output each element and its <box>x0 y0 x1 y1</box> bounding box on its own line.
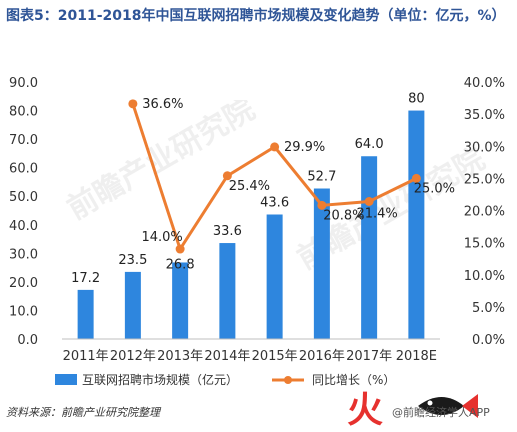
growth-point <box>270 142 280 152</box>
left-axis-tick-label: 80.0 <box>9 105 38 120</box>
bar <box>408 110 425 339</box>
huo-logo: 火 <box>347 390 383 426</box>
left-axis-tick-label: 10.0 <box>9 304 38 319</box>
category-label: 2018E <box>396 349 437 364</box>
bar <box>266 214 283 339</box>
right-axis-ticks: 0.0% 5.0% 10.0% 15.0% 20.0% 25.0% 30.0% 35.0% 40… <box>464 76 505 348</box>
right-axis-tick-label: 40.0% <box>464 76 505 91</box>
bar-value-label: 33.6 <box>213 224 242 239</box>
bar <box>124 271 141 339</box>
right-axis-tick-label: 30.0% <box>464 140 505 155</box>
bar-value-label: 80 <box>408 92 425 107</box>
growth-value-label: 25.0% <box>414 181 455 196</box>
growth-value-labels: 36.6% 14.0% 25.4% 29.9% 20.8%21.4% 25.0% <box>141 97 455 245</box>
growth-point <box>411 173 421 183</box>
left-axis-tick-label: 50.0 <box>9 190 38 205</box>
growth-point <box>222 171 232 181</box>
growth-point <box>175 244 185 254</box>
legend-bar-swatch <box>55 374 77 385</box>
legend-bar-label: 互联网招聘市场规模（亿元） <box>82 372 238 387</box>
bar-value-label: 17.2 <box>71 271 100 286</box>
legend-line-marker <box>284 376 292 384</box>
left-axis-tick-label: 0.0 <box>17 333 38 348</box>
growth-point <box>128 99 138 109</box>
growth-value-label: 20.8% <box>323 208 364 223</box>
left-axis-tick-label: 70.0 <box>9 133 38 148</box>
growth-value-label: 21.4% <box>356 207 397 222</box>
growth-value-label: 14.0% <box>141 230 182 245</box>
bar <box>361 156 378 339</box>
right-axis-tick-label: 0.0% <box>472 333 505 348</box>
legend: 互联网招聘市场规模（亿元） 同比增长（%） <box>55 372 395 387</box>
category-label: 2012年 <box>110 349 156 364</box>
right-axis-tick-label: 25.0% <box>464 172 505 187</box>
huo-logo-glyph: 火 <box>347 390 383 426</box>
growth-point <box>317 200 327 210</box>
category-label: 2016年 <box>299 349 345 364</box>
chart-title: 图表5：2011-2018年中国互联网招聘市场规模及变化趋势（单位：亿元，%） <box>6 8 506 24</box>
category-label: 2013年 <box>157 349 203 364</box>
bar <box>313 188 330 339</box>
bar <box>172 262 189 339</box>
left-axis-tick-label: 40.0 <box>9 219 38 234</box>
left-axis-ticks: 0.0 10.0 20.0 30.0 40.0 50.0 60.0 70.0 80.0 90.0 <box>9 76 38 348</box>
right-axis-tick-label: 20.0% <box>464 205 505 220</box>
bar-value-label: 43.6 <box>260 195 289 210</box>
growth-point <box>364 197 374 207</box>
fish-logo <box>418 394 478 418</box>
right-axis-tick-label: 35.0% <box>464 108 505 123</box>
growth-line-series <box>128 99 421 254</box>
category-label: 2015年 <box>252 349 298 364</box>
legend-line-label: 同比增长（%） <box>312 373 395 387</box>
left-axis-tick-label: 20.0 <box>9 276 38 291</box>
bar-value-label: 64.0 <box>355 137 384 152</box>
bar-value-label: 23.5 <box>118 253 147 268</box>
bar-value-label: 26.8 <box>166 257 195 272</box>
bar-value-labels: 17.2 23.5 26.8 33.6 43.6 52.7 64.0 80 <box>71 92 425 286</box>
growth-value-label: 25.4% <box>229 179 270 194</box>
left-axis-tick-label: 60.0 <box>9 162 38 177</box>
left-axis-tick-label: 90.0 <box>9 76 38 91</box>
category-label: 2017年 <box>346 349 392 364</box>
category-axis: 2011年 2012年 2013年 2014年 2015年 2016年 2017年 2018E <box>62 338 440 364</box>
right-axis-tick-label: 10.0% <box>464 269 505 284</box>
bar-value-label: 52.7 <box>307 170 336 185</box>
category-label: 2011年 <box>63 349 109 364</box>
left-axis-tick-label: 30.0 <box>9 247 38 262</box>
growth-value-label: 29.9% <box>284 140 325 155</box>
growth-value-label: 36.6% <box>142 97 183 112</box>
bar <box>219 243 236 339</box>
category-label: 2014年 <box>204 349 250 364</box>
bar <box>77 289 94 339</box>
source-note: 资料来源：前瞻产业研究院整理 <box>6 406 160 419</box>
brand-credit: @前瞻经济学人APP <box>392 406 490 419</box>
right-axis-tick-label: 5.0% <box>472 301 505 316</box>
right-axis-tick-label: 15.0% <box>464 237 505 252</box>
